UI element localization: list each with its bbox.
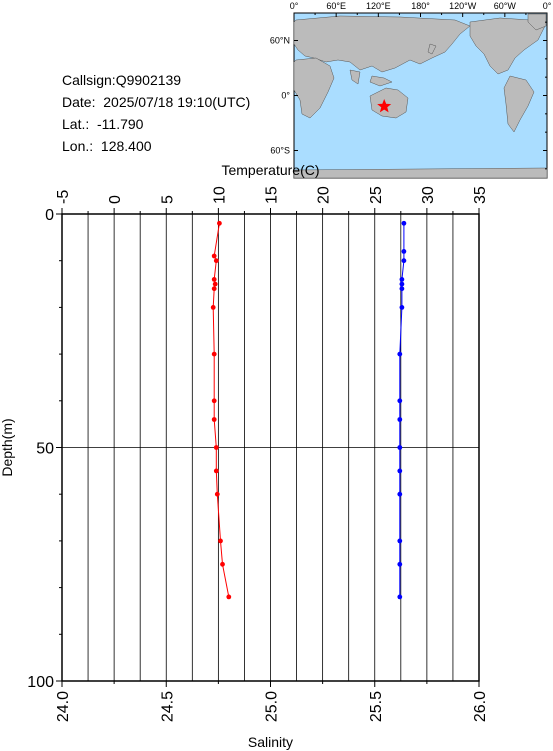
map-lon-labels: 0° 60°E 120°E 180° 120°W 60°W 0° [290, 1, 552, 11]
salinity-point [399, 286, 405, 292]
salinity-point [397, 351, 403, 357]
salinity-tick-label: 26.0 [472, 691, 489, 722]
temperature-point [214, 491, 220, 497]
temperature-point [213, 468, 219, 474]
salinity-point [397, 491, 403, 497]
temperature-tick-label: 0 [107, 195, 124, 204]
temperature-tick-label: 35 [472, 186, 489, 204]
station-marker-icon [377, 98, 392, 113]
salinity-point [399, 281, 405, 287]
salinity-point [399, 305, 405, 310]
map-lon-label: 60°W [494, 1, 517, 11]
salinity-axis-label: Salinity [248, 734, 293, 750]
temperature-tick-label: -5 [55, 190, 72, 204]
temperature-point [211, 417, 217, 422]
temperature-point [212, 281, 218, 287]
map-lat-label: 60°N [270, 36, 290, 46]
temperature-point [220, 561, 225, 567]
callsign-text: Callsign:Q9902139 [62, 72, 182, 88]
salinity-point [401, 249, 407, 254]
salinity-point [397, 561, 403, 567]
temperature-axis: -5 0 5 10 15 20 25 30 35 [55, 186, 489, 214]
map-lon-label: 60°E [326, 1, 346, 11]
temperature-axis-label: Temperature(C) [221, 162, 319, 178]
salinity-point [397, 538, 403, 544]
temperature-tick-label: 25 [368, 186, 385, 204]
temperature-point [211, 398, 217, 404]
map-ticks [293, 13, 548, 170]
salinity-point [397, 417, 403, 422]
temperature-tick-label: 15 [264, 186, 281, 204]
temperature-point [211, 277, 217, 282]
salinity-tick-label: 24.0 [55, 691, 72, 722]
salinity-point [397, 398, 403, 404]
map-land [293, 13, 548, 179]
temperature-point [217, 220, 222, 226]
map-lon-label: 180° [411, 1, 430, 11]
map-lon-label: 120°E [366, 1, 391, 11]
salinity-tick-label: 24.5 [159, 691, 176, 722]
longitude-text: Lon.: 128.400 [62, 138, 152, 154]
temperature-point [213, 445, 219, 450]
salinity-tick-label: 25.0 [264, 691, 281, 722]
temperature-point [226, 594, 232, 600]
map-lat-label: 0° [281, 91, 290, 101]
depth-tick-label: 50 [36, 441, 54, 458]
map-lat-label: 60°S [270, 146, 290, 156]
salinity-tick-label: 25.5 [368, 691, 385, 722]
temperature-tick-label: 20 [316, 186, 333, 204]
salinity-point [401, 258, 407, 264]
map-lon-label: 0° [543, 1, 552, 11]
depth-tick-label: 0 [45, 207, 54, 224]
salinity-point [397, 468, 403, 474]
salinity-axis: 24.0 24.5 25.0 25.5 26.0 [55, 681, 489, 722]
temperature-tick-label: 30 [420, 186, 437, 204]
temperature-tick-label: 10 [211, 186, 228, 204]
temperature-point [218, 538, 223, 544]
grid-lines [62, 214, 479, 681]
temperature-tick-label: 5 [159, 195, 176, 204]
salinity-point [397, 445, 403, 450]
depth-axis: 0 50 100 [27, 207, 62, 691]
salinity-point [397, 594, 403, 600]
depth-tick-label: 100 [27, 674, 54, 691]
series-layer [210, 220, 407, 600]
map-lat-labels: 60°N 0° 60°S [270, 36, 291, 156]
temperature-point [210, 305, 216, 310]
map-lon-label: 120°W [449, 1, 477, 11]
map-lon-label: 0° [290, 1, 299, 11]
salinity-point [399, 277, 405, 282]
latitude-text: Lat.: -11.790 [62, 116, 144, 132]
temperature-point [211, 253, 217, 259]
temperature-point [213, 258, 219, 264]
salinity-point [401, 220, 407, 226]
temperature-point [211, 351, 217, 357]
temperature-profile-line [212, 223, 230, 597]
depth-axis-label: Depth(m) [0, 418, 15, 476]
date-text: Date: 2025/07/18 19:10(UTC) [62, 94, 251, 110]
temperature-point [211, 286, 217, 292]
salinity-profile-line [399, 223, 405, 597]
map-frame: 0° 60°E 120°E 180° 120°W 60°W 0° 60°N 0° 60°S [270, 1, 552, 179]
